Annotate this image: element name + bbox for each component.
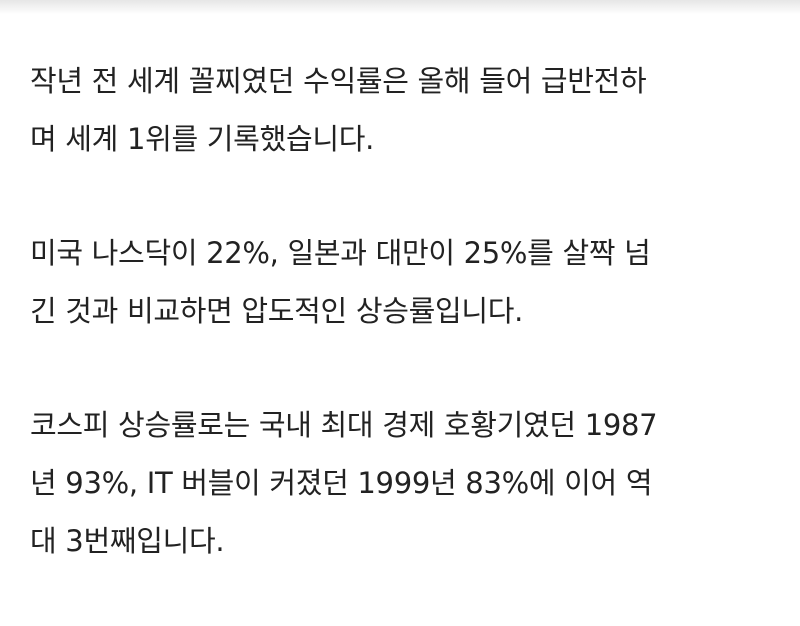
text-line: 긴 것과 비교하면 압도적인 상승률입니다. [30,294,524,328]
article-body: 작년 전 세계 꼴찌였던 수익률은 올해 들어 급반전하 며 세계 1위를 기록… [30,52,790,626]
text-line: 대 3번째입니다. [30,524,225,558]
text-line: 며 세계 1위를 기록했습니다. [30,122,375,156]
text-line: 년 93%, IT 버블이 커졌던 1999년 83%에 이어 역 [30,466,653,500]
text-line: 미국 나스닥이 22%, 일본과 대만이 25%를 살짝 넘 [30,236,651,270]
top-shadow-bar [0,0,800,14]
text-line: 작년 전 세계 꼴찌였던 수익률은 올해 들어 급반전하 [30,64,647,98]
paragraph-2: 미국 나스닥이 22%, 일본과 대만이 25%를 살짝 넘 긴 것과 비교하면… [30,224,790,340]
paragraph-1: 작년 전 세계 꼴찌였던 수익률은 올해 들어 급반전하 며 세계 1위를 기록… [30,52,790,168]
text-line: 코스피 상승률로는 국내 최대 경제 호황기였던 1987 [30,408,658,442]
paragraph-3: 코스피 상승률로는 국내 최대 경제 호황기였던 1987 년 93%, IT … [30,396,790,570]
